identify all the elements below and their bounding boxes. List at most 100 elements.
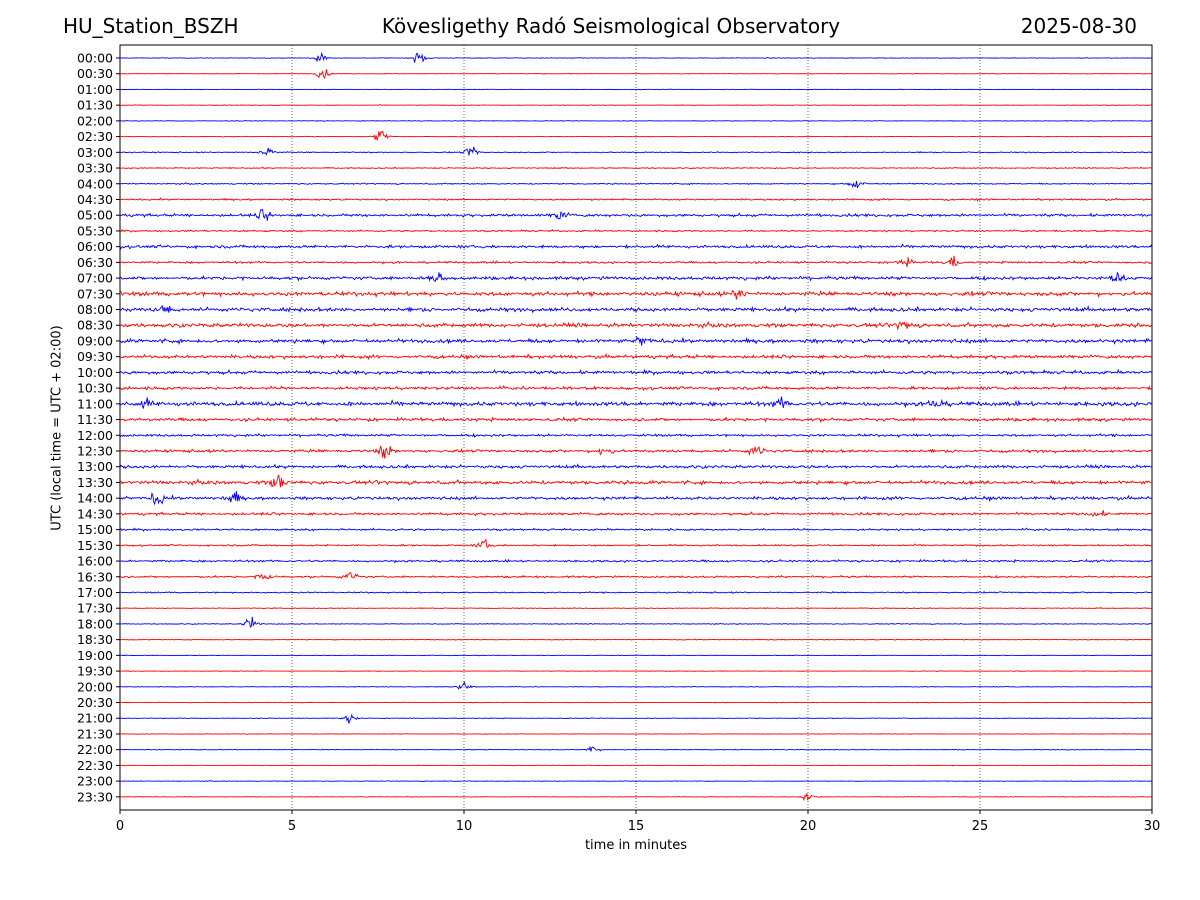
seismogram-trace <box>119 745 1153 752</box>
x-tick-label: 5 <box>288 819 296 834</box>
seismogram-trace <box>119 352 1153 360</box>
chart-date: 2025-08-30 <box>1020 14 1137 38</box>
y-tick-label: 13:30 <box>77 475 113 490</box>
seismogram-trace <box>119 463 1153 470</box>
y-tick-label: 21:00 <box>77 711 113 726</box>
seismogram-trace <box>119 638 1153 641</box>
y-tick-label: 10:00 <box>77 365 113 380</box>
seismogram-trace <box>119 654 1153 657</box>
seismogram-trace <box>119 130 1153 141</box>
x-tick-label: 15 <box>628 819 645 834</box>
x-axis-label: time in minutes <box>584 838 688 853</box>
y-tick-label: 23:00 <box>77 774 113 789</box>
y-tick-label: 06:30 <box>77 255 113 270</box>
seismogram-trace <box>119 51 1153 63</box>
seismogram-trace <box>119 509 1153 517</box>
seismogram-trace <box>119 243 1153 250</box>
y-tick-label: 18:00 <box>77 616 113 631</box>
y-tick-label: 19:30 <box>77 664 113 679</box>
x-tick-label: 20 <box>800 819 817 834</box>
y-tick-label: 01:30 <box>77 98 113 113</box>
seismogram-trace <box>119 88 1153 91</box>
seismogram-trace <box>119 527 1153 532</box>
x-tick-label: 25 <box>972 819 989 834</box>
seismogram-trace <box>119 733 1153 735</box>
y-tick-label: 05:00 <box>77 208 113 223</box>
y-tick-label: 17:00 <box>77 585 113 600</box>
y-tick-label: 13:00 <box>77 459 113 474</box>
seismogram-trace <box>119 335 1153 346</box>
station-name: HU_Station_BSZH <box>63 14 239 38</box>
y-tick-label: 19:00 <box>77 648 113 663</box>
y-tick-label: 03:30 <box>77 161 113 176</box>
y-tick-label: 16:30 <box>77 569 113 584</box>
seismogram-trace <box>119 590 1153 595</box>
y-tick-label: 07:00 <box>77 271 113 286</box>
seismogram-trace <box>119 119 1153 122</box>
x-tick-label: 30 <box>1144 819 1161 834</box>
seismogram-trace <box>119 289 1153 300</box>
y-tick-label: 08:00 <box>77 302 113 317</box>
seismogram-trace <box>119 69 1153 80</box>
y-tick-label: 20:30 <box>77 695 113 710</box>
y-tick-label: 09:00 <box>77 333 113 348</box>
y-tick-label: 17:30 <box>77 601 113 616</box>
seismogram-trace <box>119 146 1153 156</box>
y-tick-label: 00:30 <box>77 66 113 81</box>
seismogram-trace <box>119 616 1153 629</box>
seismogram-trace <box>119 197 1153 202</box>
seismogram-trace <box>119 680 1153 690</box>
y-tick-label: 10:30 <box>77 381 113 396</box>
seismogram-trace <box>119 416 1153 424</box>
seismogram-trace <box>119 385 1153 392</box>
y-tick-label: 20:00 <box>77 679 113 694</box>
seismogram-trace <box>119 713 1153 724</box>
seismogram-trace <box>119 304 1153 314</box>
y-tick-label: 09:30 <box>77 349 113 364</box>
seismogram-trace <box>119 320 1153 331</box>
y-tick-label: 02:00 <box>77 113 113 128</box>
y-tick-label: 12:30 <box>77 444 113 459</box>
seismogram-trace <box>119 701 1153 704</box>
seismogram-trace <box>119 558 1153 564</box>
seismogram-trace <box>119 396 1153 410</box>
y-tick-label: 04:00 <box>77 176 113 191</box>
y-tick-label: 01:00 <box>77 82 113 97</box>
y-tick-label: 03:00 <box>77 145 113 160</box>
y-tick-label: 16:00 <box>77 554 113 569</box>
y-tick-label: 22:00 <box>77 742 113 757</box>
y-tick-label: 11:30 <box>77 412 113 427</box>
x-tick-label: 0 <box>116 819 124 834</box>
seismogram-trace <box>119 271 1153 283</box>
y-axis-label: UTC (local time = UTC + 02:00) <box>49 325 65 531</box>
y-tick-label: 21:30 <box>77 726 113 741</box>
chart-title: Kövesligethy Radó Seismological Observat… <box>381 14 841 38</box>
seismogram-trace <box>119 764 1153 767</box>
y-tick-label: 07:30 <box>77 286 113 301</box>
seismogram-trace <box>119 180 1153 189</box>
seismogram-trace <box>119 607 1153 610</box>
seismogram-trace <box>119 491 1153 506</box>
seismogram-trace <box>119 793 1153 802</box>
seismogram-trace <box>119 368 1153 376</box>
seismogram-trace <box>119 208 1153 221</box>
y-tick-label: 02:30 <box>77 129 113 144</box>
y-tick-label: 00:00 <box>77 51 113 66</box>
seismogram-trace <box>119 228 1153 233</box>
y-tick-label: 14:00 <box>77 491 113 506</box>
y-tick-label: 14:30 <box>77 506 113 521</box>
y-tick-label: 11:00 <box>77 396 113 411</box>
seismogram-trace <box>119 538 1153 548</box>
seismogram-trace <box>119 255 1153 268</box>
y-tick-label: 04:30 <box>77 192 113 207</box>
y-tick-label: 22:30 <box>77 758 113 773</box>
seismogram-trace <box>119 571 1153 580</box>
seismogram-trace <box>119 670 1153 672</box>
y-tick-label: 18:30 <box>77 632 113 647</box>
y-tick-label: 05:30 <box>77 223 113 238</box>
y-tick-label: 06:00 <box>77 239 113 254</box>
seismogram-trace <box>119 780 1153 782</box>
y-tick-label: 15:00 <box>77 522 113 537</box>
x-tick-label: 10 <box>456 819 473 834</box>
